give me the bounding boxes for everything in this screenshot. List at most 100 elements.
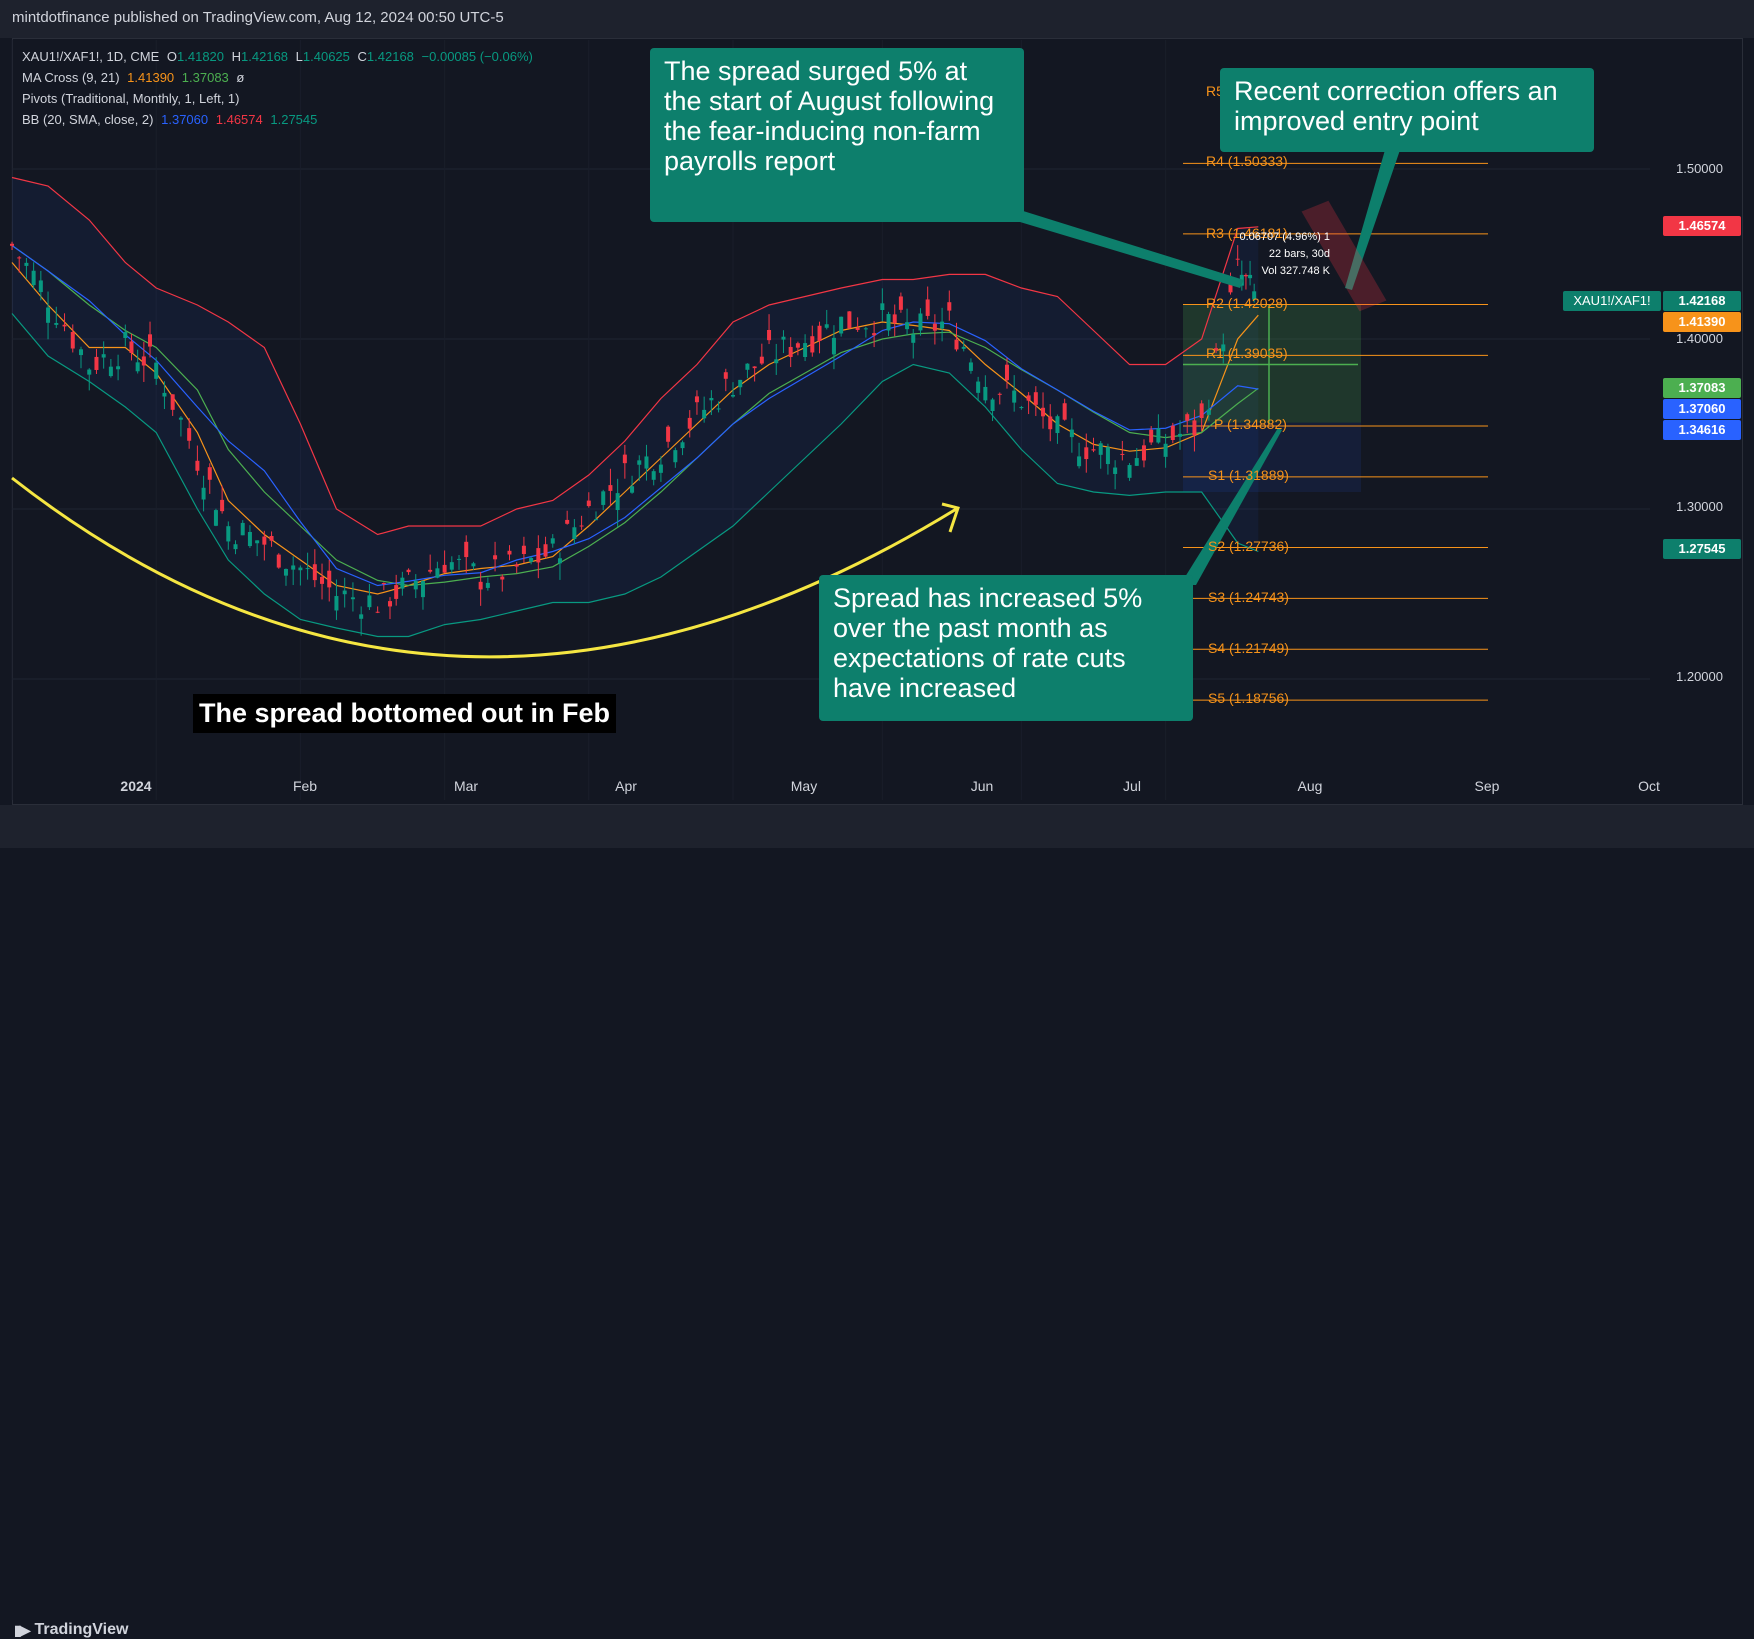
candle-body xyxy=(529,557,534,562)
candle-body xyxy=(442,564,447,573)
candle-body xyxy=(1004,364,1009,381)
candle-body xyxy=(709,397,714,401)
top-bar: mintdotfinance published on TradingView.… xyxy=(0,0,1754,38)
candle-body xyxy=(262,536,267,545)
candle-body xyxy=(586,500,591,507)
candle-body xyxy=(367,595,372,608)
candle-body xyxy=(536,548,541,563)
legend-ma-slow: 1.37083 xyxy=(181,70,229,85)
candle-body xyxy=(1105,447,1110,465)
candle-body xyxy=(62,324,67,327)
candle-body xyxy=(1141,445,1146,461)
legend-pivots-row[interactable]: Pivots (Traditional, Monthly, 1, Left, 1… xyxy=(22,88,537,109)
tradingview-logo[interactable]: ▮▶ TradingView xyxy=(14,1621,128,1639)
pivot-s1-label: S1 (1.31889) xyxy=(1208,467,1289,483)
x-label-feb: Feb xyxy=(292,778,318,794)
legend-bb-label: BB (20, SMA, close, 2) xyxy=(22,112,154,127)
bottom-bar: ▮▶ TradingView xyxy=(0,805,1754,1638)
measure-readout[interactable]: 0.06707 (4.96%) 1 22 bars, 30d Vol 327.7… xyxy=(1210,229,1330,280)
x-label-aug: Aug xyxy=(1297,778,1323,794)
x-label-mar: Mar xyxy=(453,778,479,794)
candle-body xyxy=(276,554,281,568)
x-label-jul: Jul xyxy=(1123,778,1141,794)
candle-body xyxy=(898,296,903,310)
legend-open: 1.41820 xyxy=(177,49,225,64)
candle-body xyxy=(375,611,380,613)
candle-body xyxy=(148,334,153,347)
candle-body xyxy=(855,327,860,330)
candle-body xyxy=(123,332,128,338)
candle-body xyxy=(572,527,577,539)
candle-body xyxy=(1214,348,1219,351)
callout-spread-increased[interactable]: Spread has increased 5% over the past mo… xyxy=(819,575,1193,721)
candle-body xyxy=(449,562,454,570)
candle-body xyxy=(1048,416,1053,430)
candle-body xyxy=(116,366,121,370)
candle-body xyxy=(565,519,570,524)
price-tag-pivot: 1.34616 xyxy=(1663,420,1741,440)
price-tag-ma-fast: 1.41390 xyxy=(1663,312,1741,332)
candle-body xyxy=(831,337,836,355)
callout-recent-correction[interactable]: Recent correction offers an improved ent… xyxy=(1220,68,1594,152)
candle-body xyxy=(478,581,483,590)
candle-body xyxy=(1221,344,1226,352)
candle-body xyxy=(622,454,627,464)
candle-body xyxy=(651,471,656,480)
pivot-s3-label: S3 (1.24743) xyxy=(1208,589,1289,605)
y-tick-150: 1.50000 xyxy=(1676,161,1723,176)
candle-body xyxy=(767,330,772,341)
legend-symbol: XAU1!/XAF1!, 1D, CME xyxy=(22,49,160,64)
legend-bb-upper: 1.46574 xyxy=(215,112,263,127)
candle-body xyxy=(521,545,526,555)
candle-body xyxy=(213,510,218,526)
candle-body xyxy=(500,576,505,580)
pivot-r1-label: R1 (1.39035) xyxy=(1206,345,1288,361)
pivot-s4-label: S4 (1.21749) xyxy=(1208,640,1289,656)
bb-fill xyxy=(12,177,1259,637)
candle-body xyxy=(673,450,678,463)
candle-body xyxy=(154,362,159,379)
candle-body xyxy=(359,614,364,619)
candle-body xyxy=(457,558,462,560)
x-label-apr: Apr xyxy=(615,778,637,794)
candle-body xyxy=(795,343,800,348)
bottom-arc-arrowhead xyxy=(941,502,960,533)
legend-symbol-row[interactable]: XAU1!/XAF1!, 1D, CME O1.41820 H1.42168 L… xyxy=(22,46,537,67)
candle-body xyxy=(269,535,274,541)
candle-body xyxy=(394,585,399,599)
candle-body xyxy=(723,372,728,379)
tradingview-logo-icon: ▮▶ xyxy=(14,1621,31,1638)
candle-body xyxy=(550,538,555,544)
pivot-r4-label: R4 (1.50333) xyxy=(1206,153,1288,169)
price-tag-symbol: XAU1!/XAF1! xyxy=(1563,291,1661,311)
candle-body xyxy=(911,334,916,343)
price-tag-bb-upper: 1.46574 xyxy=(1663,216,1741,236)
candle-body xyxy=(788,346,793,358)
candle-body xyxy=(774,359,779,364)
legend-o-label: O xyxy=(166,49,178,64)
candle-body xyxy=(406,569,411,573)
bb-basis-line xyxy=(11,245,1259,587)
candle-body xyxy=(886,314,891,331)
callout-spread-surged[interactable]: The spread surged 5% at the start of Aug… xyxy=(650,48,1024,222)
legend-ma-row[interactable]: MA Cross (9, 21) 1.41390 1.37083 ø xyxy=(22,67,537,88)
pivot-r5-label: R5 xyxy=(1206,83,1224,99)
candle-body xyxy=(925,299,930,316)
candle-body xyxy=(170,394,175,410)
tradingview-brand: TradingView xyxy=(34,1621,129,1638)
candle-body xyxy=(327,570,332,588)
candle-body xyxy=(255,540,260,544)
candle-body xyxy=(1134,458,1139,466)
candle-body xyxy=(954,339,959,350)
callout-pointer-correction xyxy=(1345,150,1400,290)
candle-body xyxy=(1077,456,1082,467)
label-bottomed-out[interactable]: The spread bottomed out in Feb xyxy=(193,694,616,733)
legend-bb-row[interactable]: BB (20, SMA, close, 2) 1.37060 1.46574 1… xyxy=(22,109,537,130)
candle-body xyxy=(10,243,14,246)
candle-body xyxy=(1248,274,1253,279)
candle-body xyxy=(381,582,386,584)
candle-body xyxy=(1041,407,1046,417)
legend-ma-fast: 1.41390 xyxy=(127,70,175,85)
candle-body xyxy=(731,394,735,397)
candle-body xyxy=(1098,443,1103,455)
